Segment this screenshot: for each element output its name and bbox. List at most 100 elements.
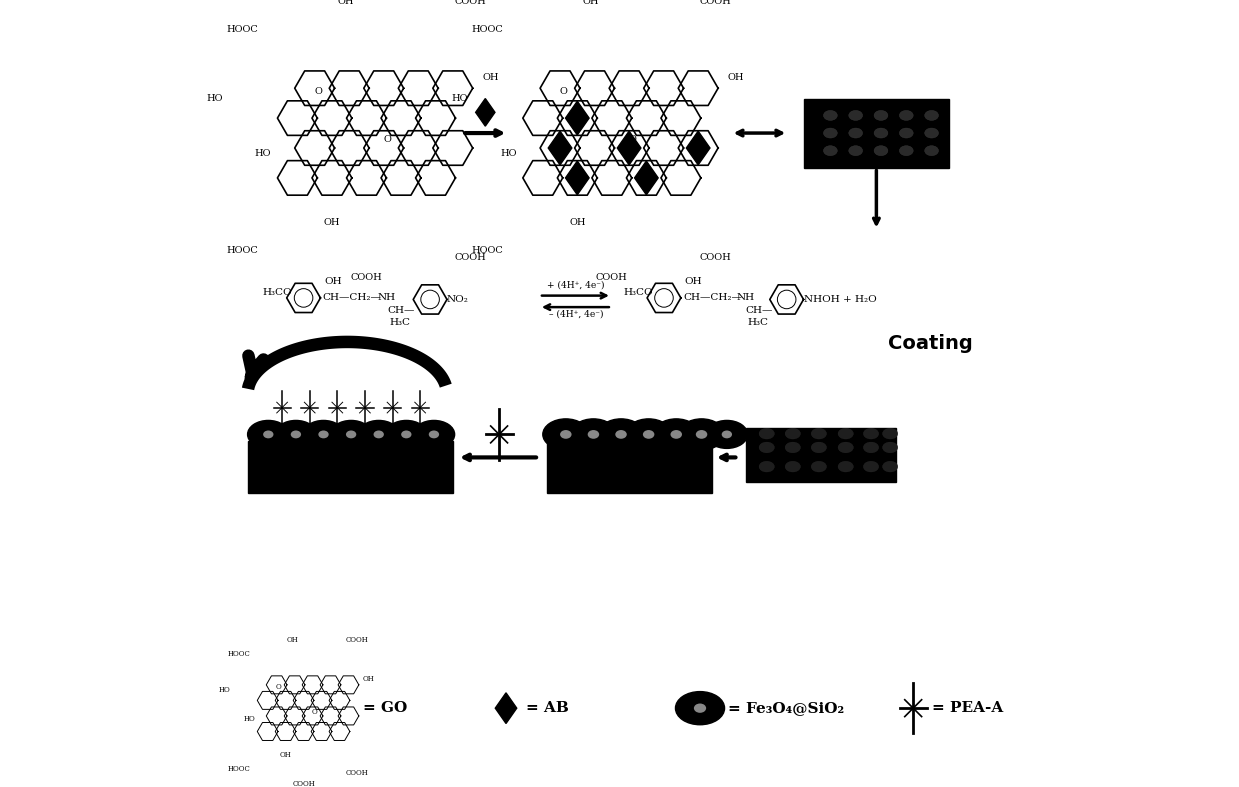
Text: OH: OH [280,751,291,759]
Ellipse shape [900,110,913,120]
Text: = Fe₃O₄@SiO₂: = Fe₃O₄@SiO₂ [729,701,845,715]
Ellipse shape [882,428,898,439]
Text: H₃C: H₃C [389,318,410,327]
Ellipse shape [838,461,854,472]
Bar [546,442,711,493]
Ellipse shape [900,146,913,156]
Ellipse shape [786,442,800,453]
Ellipse shape [760,428,774,439]
Text: CH—CH₂—: CH—CH₂— [322,294,382,302]
Text: HO: HO [244,715,255,723]
Text: O: O [311,708,317,715]
Ellipse shape [924,110,938,120]
Ellipse shape [882,461,898,472]
Ellipse shape [760,442,774,453]
Text: – (4H⁺, 4e⁻): – (4H⁺, 4e⁻) [549,309,603,319]
Ellipse shape [786,461,800,472]
Ellipse shape [587,430,600,439]
Text: O: O [383,135,392,145]
Polygon shape [476,98,494,126]
Text: O: O [315,87,322,96]
Text: NO₂: NO₂ [447,295,468,304]
Text: = PEA-A: = PEA-A [933,701,1004,715]
Text: OH: OH [582,0,600,6]
Ellipse shape [849,110,862,120]
Ellipse shape [786,428,800,439]
Ellipse shape [873,146,888,156]
Text: = GO: = GO [363,701,406,715]
Text: COOH: COOH [351,273,383,283]
Text: OH: OH [325,277,342,286]
Bar [746,428,896,482]
Text: CH—CH₂—: CH—CH₂— [683,294,742,302]
Text: H₃CO: H₃CO [623,288,653,297]
Text: COOH: COOH [346,636,369,644]
Ellipse shape [696,430,707,439]
Bar [248,442,453,493]
Text: OH: OH [685,277,703,286]
Polygon shape [565,161,589,194]
Polygon shape [496,693,517,723]
Text: NHOH + H₂O: NHOH + H₂O [804,295,876,304]
Text: COOH: COOH [292,780,315,787]
Text: HOOC: HOOC [227,246,258,255]
Text: COOH: COOH [455,0,486,6]
Ellipse shape [275,420,317,449]
Ellipse shape [838,442,854,453]
Text: O: O [275,682,281,691]
Ellipse shape [864,428,878,439]
Ellipse shape [302,420,344,449]
Ellipse shape [838,428,854,439]
Text: OH: OH [337,0,354,6]
Text: OH: OH [569,218,586,227]
Text: H₃C: H₃C [747,318,768,327]
Ellipse shape [670,430,681,439]
Ellipse shape [812,442,826,453]
Ellipse shape [358,420,399,449]
Text: HOOC: HOOC [472,25,503,34]
Text: = AB: = AB [525,701,569,715]
Text: NH: NH [736,294,755,302]
Text: HOOC: HOOC [228,650,250,659]
Text: HO: HO [255,150,271,158]
Text: NH: NH [378,294,396,302]
Ellipse shape [873,110,888,120]
Ellipse shape [401,430,411,438]
Ellipse shape [675,692,725,725]
Text: COOH: COOH [700,253,731,262]
Ellipse shape [414,420,455,449]
Ellipse shape [643,430,654,439]
Ellipse shape [291,430,301,438]
Polygon shape [634,161,658,194]
Text: Coating: Coating [887,334,973,353]
Ellipse shape [543,419,589,450]
Text: COOH: COOH [700,0,731,6]
Polygon shape [686,131,710,164]
Text: COOH: COOH [346,769,369,777]
Ellipse shape [346,430,357,438]
Ellipse shape [429,430,439,438]
Ellipse shape [849,128,862,138]
Ellipse shape [570,419,617,450]
Ellipse shape [694,704,706,713]
Ellipse shape [653,419,699,450]
Ellipse shape [812,428,826,439]
Polygon shape [565,102,589,135]
Bar [804,98,949,168]
Ellipse shape [721,430,732,438]
Ellipse shape [812,461,826,472]
Text: OH: OH [287,636,299,644]
Ellipse shape [864,442,878,453]
Ellipse shape [849,146,862,156]
Ellipse shape [331,420,372,449]
Text: + (4H⁺, 4e⁻): + (4H⁺, 4e⁻) [548,280,605,290]
Ellipse shape [824,128,838,138]
Ellipse shape [864,461,878,472]
Ellipse shape [924,146,938,156]
Text: HO: HO [219,686,230,694]
Ellipse shape [924,128,938,138]
Text: HOOC: HOOC [227,25,258,34]
Ellipse shape [385,420,427,449]
Ellipse shape [900,128,913,138]
Text: OH: OH [323,218,341,227]
